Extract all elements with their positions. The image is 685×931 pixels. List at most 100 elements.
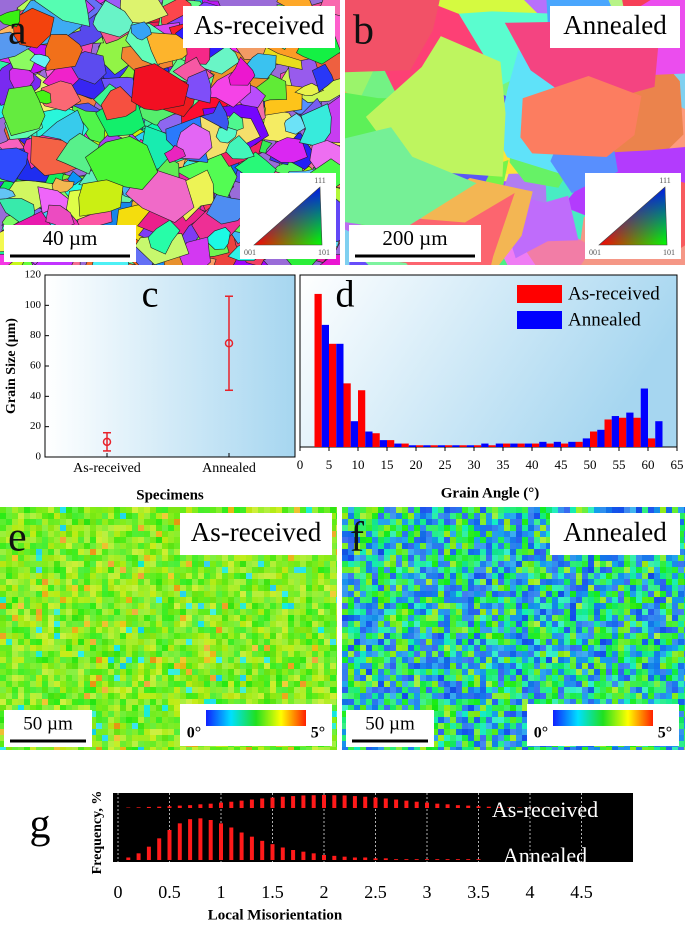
misorientation-cell: [60, 531, 67, 538]
misorientation-cell: [282, 669, 289, 676]
misorientation-cell: [588, 693, 595, 700]
misorientation-cell: [108, 585, 115, 592]
misorientation-cell: [282, 573, 289, 580]
misorientation-cell: [228, 747, 235, 750]
misorientation-cell: [252, 627, 259, 634]
misorientation-cell: [114, 543, 121, 550]
misorientation-cell: [54, 609, 61, 616]
misorientation-cell: [234, 579, 241, 586]
misorientation-cell: [120, 591, 127, 598]
misorientation-cell: [450, 525, 457, 532]
misorientation-cell: [426, 627, 433, 634]
misorientation-cell: [378, 657, 385, 664]
misorientation-cell: [54, 603, 61, 610]
misorientation-cell: [252, 621, 259, 628]
misorientation-cell: [78, 627, 85, 634]
misorientation-cell: [438, 627, 445, 634]
grain: [345, 127, 477, 231]
misorientation-cell: [606, 621, 613, 628]
misorientation-cell: [408, 693, 415, 700]
misorientation-cell: [450, 603, 457, 610]
misorientation-cell: [66, 603, 73, 610]
misorientation-cell: [54, 537, 61, 544]
misorientation-cell: [30, 579, 37, 586]
misorientation-cell: [24, 543, 31, 550]
misorientation-cell: [234, 681, 241, 688]
misorientation-cell: [36, 543, 43, 550]
misorientation-cell: [588, 621, 595, 628]
misorientation-cell: [444, 609, 451, 616]
misorientation-cell: [78, 561, 85, 568]
misorientation-cell: [480, 531, 487, 538]
misorientation-cell: [492, 609, 499, 616]
misorientation-cell: [630, 663, 637, 670]
misorientation-cell: [360, 537, 367, 544]
misorientation-cell: [216, 627, 223, 634]
misorientation-cell: [138, 669, 145, 676]
misorientation-cell: [66, 681, 73, 688]
misorientation-cell: [396, 615, 403, 622]
misorientation-cell: [396, 687, 403, 694]
misorientation-cell: [252, 747, 259, 750]
misorientation-cell: [108, 603, 115, 610]
misorientation-cell: [156, 693, 163, 700]
misorientation-cell: [114, 639, 121, 646]
misorientation-cell: [54, 675, 61, 682]
misorientation-cell: [156, 573, 163, 580]
misorientation-cell: [312, 609, 319, 616]
misorientation-cell: [498, 717, 505, 724]
misorientation-cell: [516, 687, 523, 694]
misorientation-cell: [426, 609, 433, 616]
misorientation-cell: [12, 543, 19, 550]
misorientation-cell: [372, 561, 379, 568]
misorientation-cell: [24, 687, 31, 694]
misorientation-cell: [18, 507, 25, 514]
misorientation-cell: [630, 591, 637, 598]
misorientation-cell: [402, 531, 409, 538]
misorientation-cell: [48, 519, 55, 526]
misorientation-cell: [390, 693, 397, 700]
misorientation-cell: [66, 597, 73, 604]
misorientation-cell: [66, 513, 73, 520]
misorientation-cell: [300, 663, 307, 670]
misorientation-cell: [642, 633, 649, 640]
misorientation-cell: [300, 609, 307, 616]
misorientation-cell: [84, 693, 91, 700]
misorientation-cell: [228, 561, 235, 568]
misorientation-cell: [270, 675, 277, 682]
ipf-label: 001: [244, 248, 256, 257]
misorientation-cell: [156, 633, 163, 640]
misorientation-cell: [126, 621, 133, 628]
misorientation-cell: [306, 591, 313, 598]
misorientation-cell: [0, 519, 7, 526]
misorientation-cell: [174, 603, 181, 610]
misorientation-cell: [150, 555, 157, 562]
misorientation-cell: [342, 513, 349, 520]
misorientation-cell: [312, 663, 319, 670]
misorientation-cell: [48, 633, 55, 640]
misorientation-cell: [114, 627, 121, 634]
misorientation-cell: [102, 615, 109, 622]
misorientation-cell: [168, 663, 175, 670]
misorientation-cell: [468, 639, 475, 646]
misorientation-cell: [540, 507, 547, 514]
panel-label: a: [8, 8, 27, 54]
misorientation-cell: [456, 513, 463, 520]
misorientation-cell: [576, 699, 583, 706]
misorientation-cell: [630, 555, 637, 562]
misorientation-cell: [90, 609, 97, 616]
misorientation-cell: [528, 645, 535, 652]
misorientation-cell: [114, 597, 121, 604]
misorientation-cell: [210, 573, 217, 580]
misorientation-cell: [0, 711, 7, 718]
misorientation-cell: [102, 579, 109, 586]
misorientation-cell: [150, 741, 157, 748]
misorientation-cell: [594, 687, 601, 694]
misorientation-cell: [588, 645, 595, 652]
misorientation-cell: [450, 717, 457, 724]
misorientation-cell: [108, 531, 115, 538]
misorientation-cell: [78, 579, 85, 586]
misorientation-cell: [318, 567, 325, 574]
misorientation-cell: [174, 573, 181, 580]
misorientation-cell: [432, 591, 439, 598]
